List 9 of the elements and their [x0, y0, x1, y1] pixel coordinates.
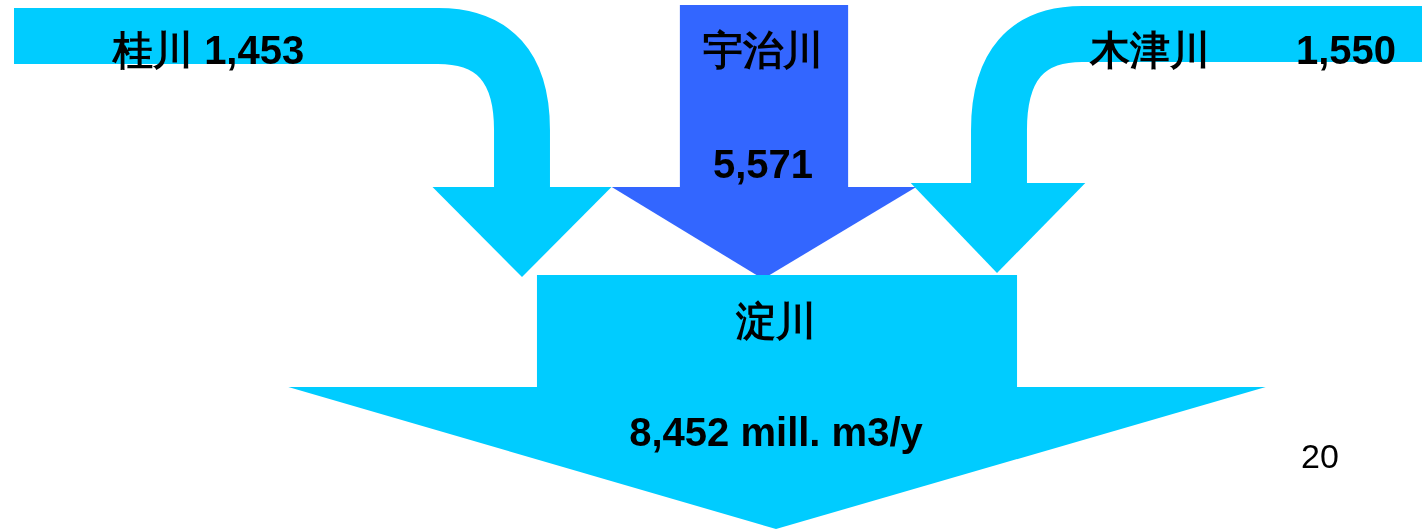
category-label: 淀川 — [735, 299, 816, 343]
category-label: 桂川 — [113, 28, 193, 72]
data-label: 1,550 — [1295, 28, 1396, 72]
data-label: 8,452 mill. m3/y — [629, 410, 924, 454]
category-label: 木津川 — [1089, 28, 1210, 72]
data-label: 1,453 — [204, 28, 305, 72]
category-label: 宇治川 — [703, 28, 823, 72]
data-label: 5,571 — [712, 142, 814, 186]
text: 20 — [1301, 437, 1339, 475]
